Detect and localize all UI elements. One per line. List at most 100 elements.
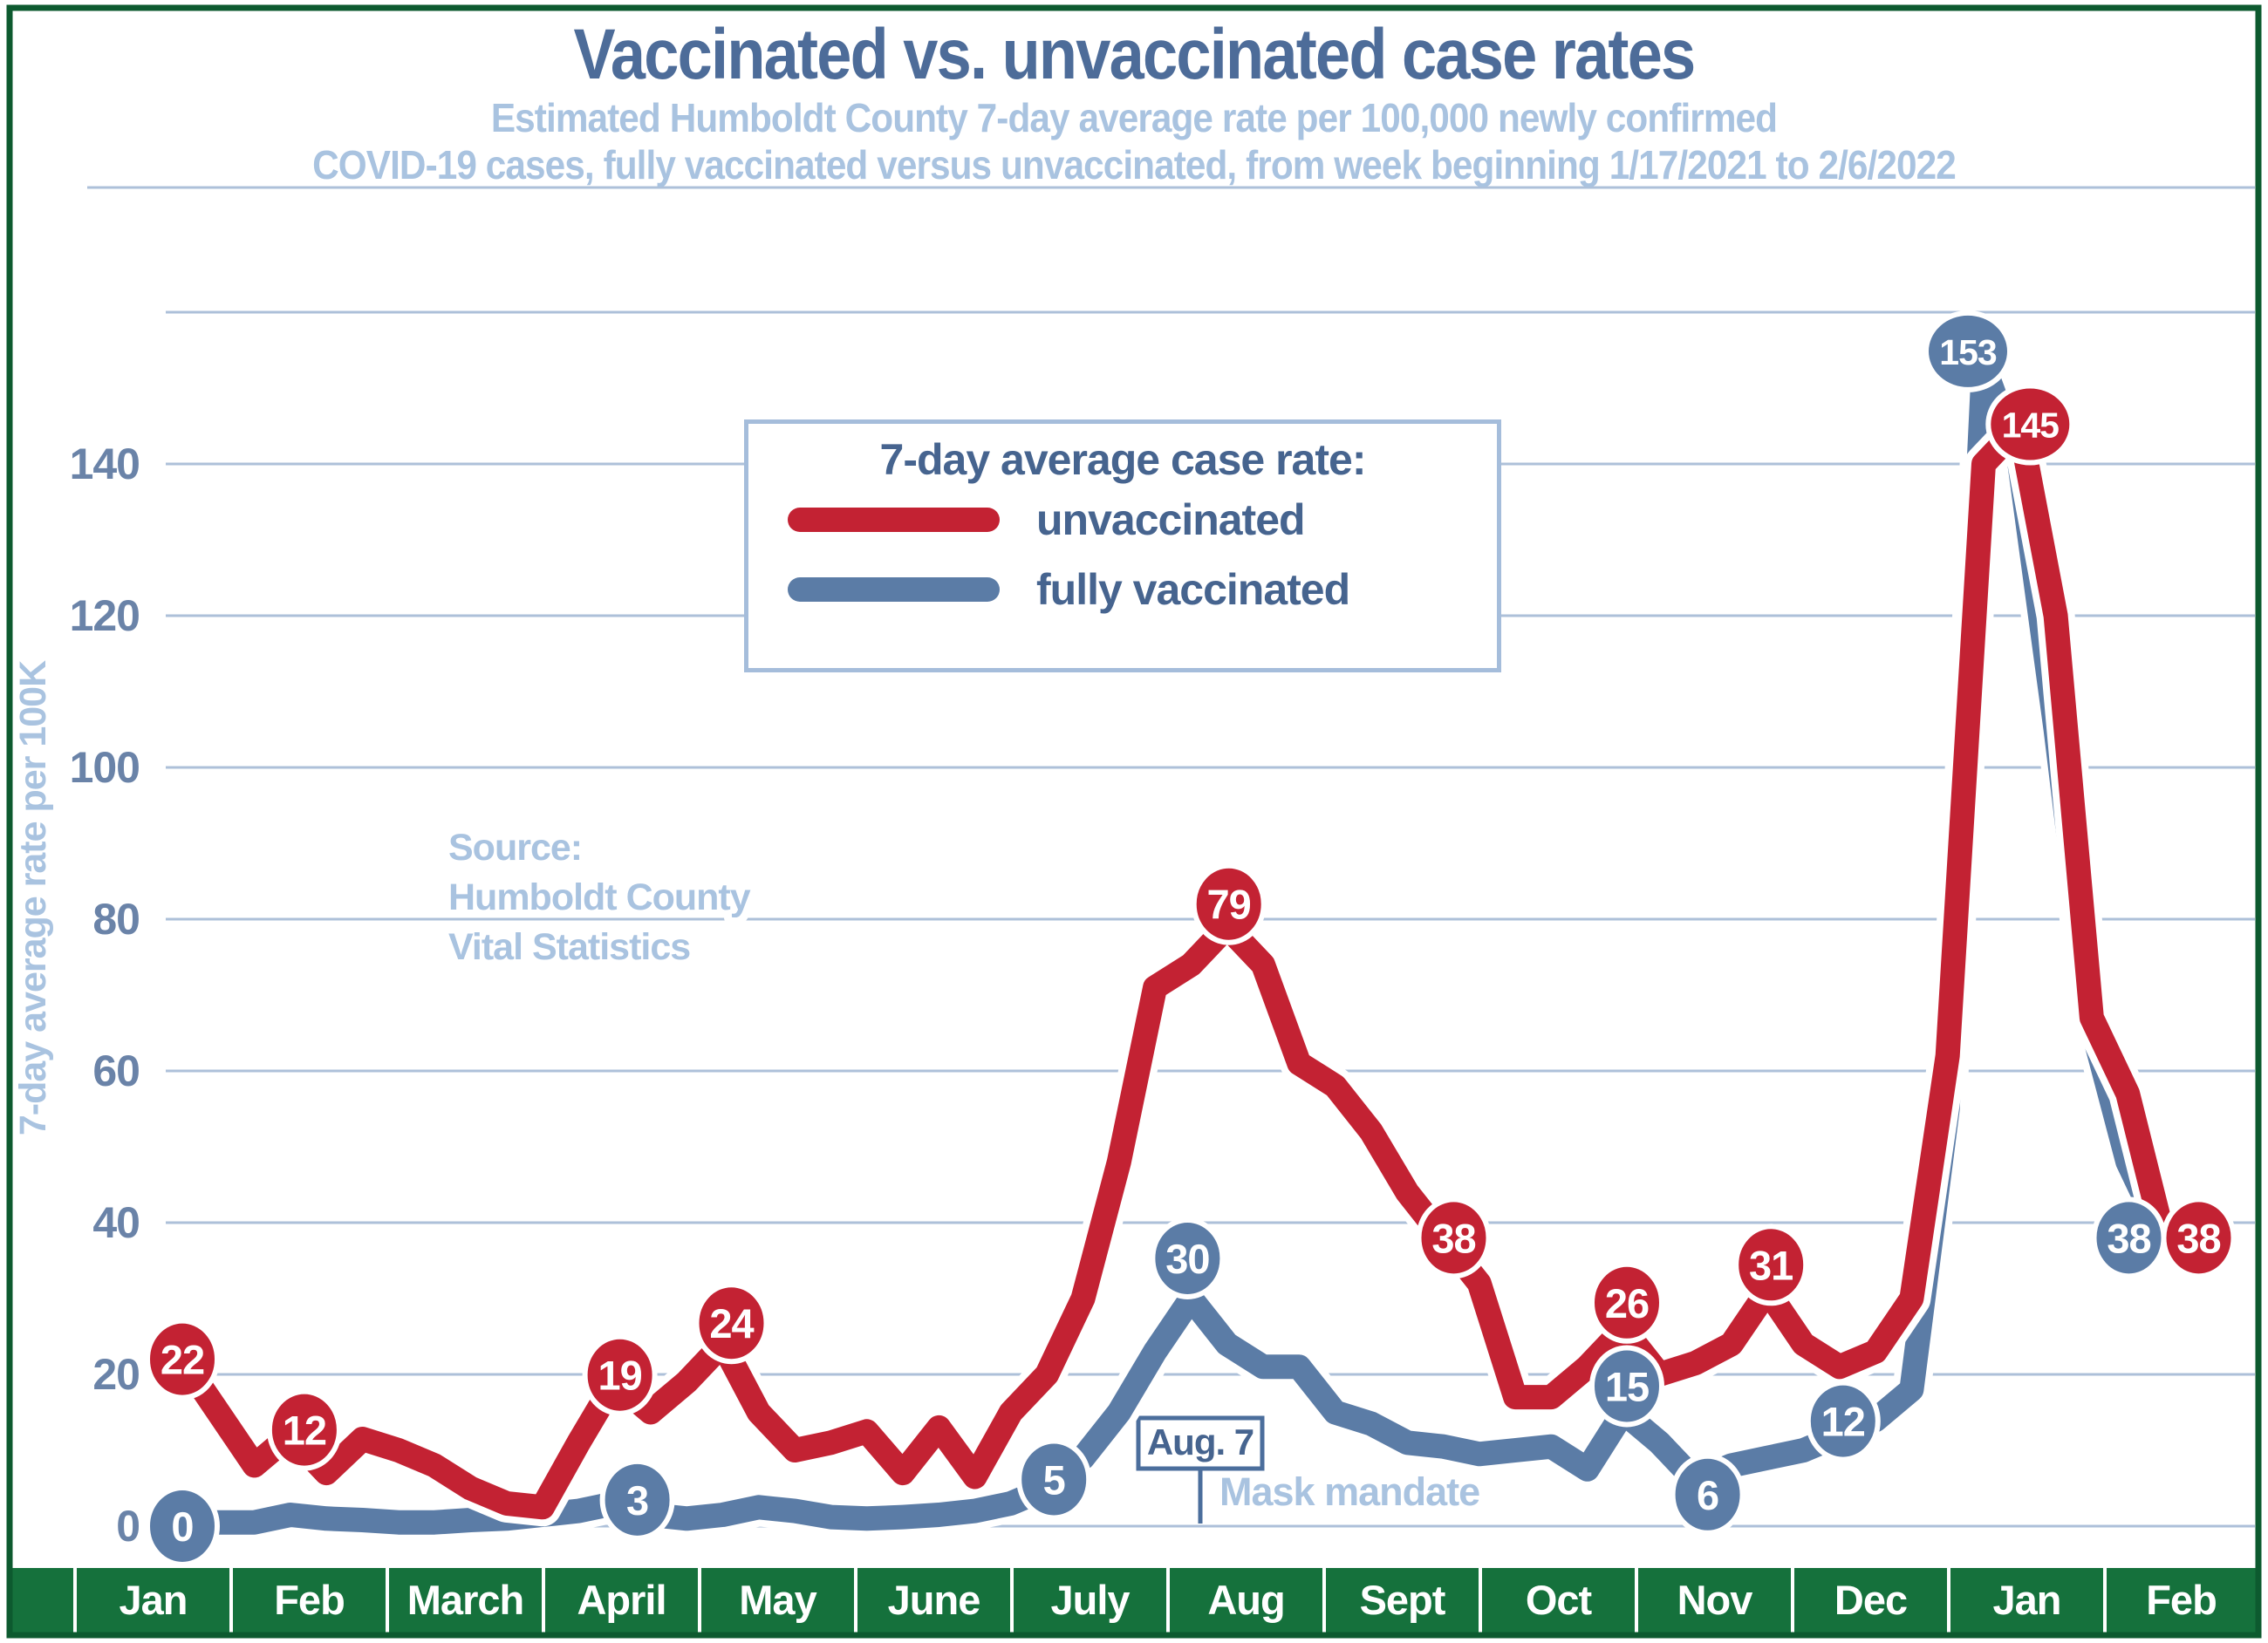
badge-value: 38 xyxy=(1431,1215,1475,1261)
data-badge-fully-vaccinated: 6 xyxy=(1670,1453,1745,1536)
badge-circle xyxy=(1191,862,1267,945)
month-cell-bg xyxy=(2107,1568,2256,1633)
y-axis-tick-labels: 0 20 40 60 80 100 120 140 xyxy=(70,440,140,1551)
source-text: Source: Humboldt County Vital Statistics xyxy=(441,819,760,976)
month-cell: Dec xyxy=(1794,1568,1947,1633)
badge-circle xyxy=(1923,310,2012,392)
legend-label-unvaccinated: unvaccinated xyxy=(1036,495,1306,544)
badge-value: 0 xyxy=(171,1503,193,1550)
month-cell: Feb xyxy=(233,1568,386,1633)
badge-circle xyxy=(145,1318,220,1401)
annotation-date-label: Aug. 7 xyxy=(1147,1421,1254,1462)
badge-circle xyxy=(2161,1196,2237,1279)
data-badge-unvaccinated: 24 xyxy=(693,1282,769,1365)
badge-value: 24 xyxy=(709,1300,754,1346)
badge-value: 145 xyxy=(2002,406,2060,446)
y-axis-title: 7-day average rate per 100K xyxy=(12,660,54,1135)
y-tick-label: 0 xyxy=(116,1502,140,1551)
month-cell-bg xyxy=(701,1568,854,1633)
data-badge-fully-vaccinated: 5 xyxy=(1016,1438,1092,1521)
month-cell: Oct xyxy=(1482,1568,1635,1633)
series-unvaccinated xyxy=(163,406,2183,1527)
month-cell: June xyxy=(857,1568,1010,1633)
y-tick-label: 80 xyxy=(92,895,140,944)
data-badge-fully-vaccinated: 38 xyxy=(2091,1196,2167,1279)
badge-value: 5 xyxy=(1043,1457,1065,1503)
month-cell: Sept xyxy=(1326,1568,1479,1633)
month-cell: Jan xyxy=(1950,1568,2103,1633)
month-cell: Feb xyxy=(2107,1568,2256,1633)
badge-value: 22 xyxy=(161,1337,204,1383)
data-badges: 0 3 5 30 15 6 12 153 38 22 12 19 24 79 38 26 31 145 38 xyxy=(145,310,2237,1567)
month-label: Jan xyxy=(1993,1577,2061,1623)
month-label: Feb xyxy=(2146,1577,2217,1623)
badge-value: 26 xyxy=(1605,1280,1649,1326)
source-text-line: Vital Statistics xyxy=(448,926,690,968)
subtitle-line-1: Estimated Humboldt County 7-day average … xyxy=(490,95,1778,140)
badge-circle xyxy=(145,1485,220,1567)
badge-circle xyxy=(1589,1261,1664,1344)
badge-value: 19 xyxy=(598,1353,641,1399)
month-label: May xyxy=(739,1577,816,1623)
legend-box: 7-day average case rate: unvaccinated fu… xyxy=(744,419,1501,672)
month-cell: May xyxy=(701,1568,854,1633)
fully-vaccinated-line-swatch xyxy=(788,577,1000,602)
month-cell-bg xyxy=(1014,1568,1166,1633)
badge-circle xyxy=(1985,383,2075,466)
data-badge-unvaccinated: 38 xyxy=(1416,1196,1492,1279)
badge-value: 79 xyxy=(1207,882,1251,928)
badge-circle xyxy=(693,1282,769,1365)
month-label: Aug xyxy=(1207,1577,1284,1623)
outer-frame xyxy=(6,4,2262,1639)
badge-value: 12 xyxy=(283,1408,326,1454)
month-cell: April xyxy=(545,1568,698,1633)
month-cell-bg xyxy=(1170,1568,1322,1633)
month-cell-bg xyxy=(1482,1568,1635,1633)
data-badge-fully-vaccinated: 15 xyxy=(1589,1345,1664,1428)
badge-value: 3 xyxy=(626,1477,648,1524)
subtitle-line-2: COVID-19 cases, fully vaccinated versus … xyxy=(312,142,1957,188)
data-badge-fully-vaccinated: 153 xyxy=(1923,310,2012,392)
legend-title: 7-day average case rate: xyxy=(879,435,1367,484)
badge-circle xyxy=(1016,1438,1092,1521)
badge-value: 38 xyxy=(2107,1215,2150,1261)
month-cell-bg xyxy=(1638,1568,1791,1633)
data-badge-fully-vaccinated: 3 xyxy=(599,1458,675,1541)
month-label: June xyxy=(888,1577,980,1623)
legend-row-unvaccinated: unvaccinated xyxy=(748,485,1497,555)
data-badge-unvaccinated: 12 xyxy=(266,1388,342,1471)
month-label: Oct xyxy=(1526,1577,1593,1623)
data-badge-unvaccinated: 22 xyxy=(145,1318,220,1401)
month-axis: Jan Feb March April May June July Aug Sept Oct Nov… xyxy=(12,1568,2256,1633)
data-badge-unvaccinated: 38 xyxy=(2161,1196,2237,1279)
month-cell: Jan xyxy=(77,1568,229,1633)
month-cell-bg xyxy=(1326,1568,1479,1633)
y-tick-label: 120 xyxy=(70,591,140,640)
month-cell: Aug xyxy=(1170,1568,1322,1633)
month-cell-bg xyxy=(545,1568,698,1633)
data-badge-fully-vaccinated: 12 xyxy=(1805,1380,1881,1462)
data-badge-unvaccinated: 145 xyxy=(1985,383,2075,466)
y-tick-label: 100 xyxy=(70,743,140,792)
month-label: Dec xyxy=(1834,1577,1907,1623)
page-subtitle: Estimated Humboldt County 7-day average … xyxy=(91,94,2177,189)
y-tick-label: 60 xyxy=(92,1046,140,1095)
badge-value: 15 xyxy=(1605,1364,1649,1410)
month-label: March xyxy=(407,1577,523,1623)
month-label: Feb xyxy=(274,1577,345,1623)
month-label: Nov xyxy=(1677,1577,1753,1623)
month-label: July xyxy=(1050,1577,1130,1623)
data-badge-fully-vaccinated: 0 xyxy=(145,1485,220,1567)
badge-circle xyxy=(1416,1196,1492,1279)
source-text-line: Source: xyxy=(448,827,582,869)
series-line-unvaccinated xyxy=(170,413,2176,1520)
badge-value: 6 xyxy=(1697,1472,1718,1518)
badge-circle xyxy=(582,1333,658,1416)
month-cell-bg xyxy=(389,1568,542,1633)
badge-circle xyxy=(1805,1380,1881,1462)
data-badge-unvaccinated: 19 xyxy=(582,1333,658,1416)
month-cell-empty xyxy=(12,1568,73,1633)
data-badge-unvaccinated: 31 xyxy=(1733,1224,1809,1306)
page-title: Vaccinated vs. unvaccinated case rates xyxy=(573,15,1697,94)
